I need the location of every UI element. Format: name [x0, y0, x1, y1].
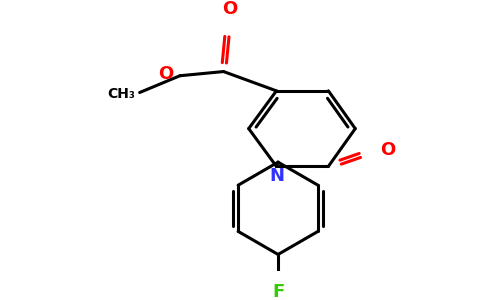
Text: F: F [272, 283, 284, 300]
Text: CH₃: CH₃ [107, 87, 136, 101]
Text: O: O [158, 65, 173, 83]
Text: O: O [222, 0, 237, 18]
Text: O: O [380, 141, 396, 159]
Text: N: N [269, 167, 284, 185]
